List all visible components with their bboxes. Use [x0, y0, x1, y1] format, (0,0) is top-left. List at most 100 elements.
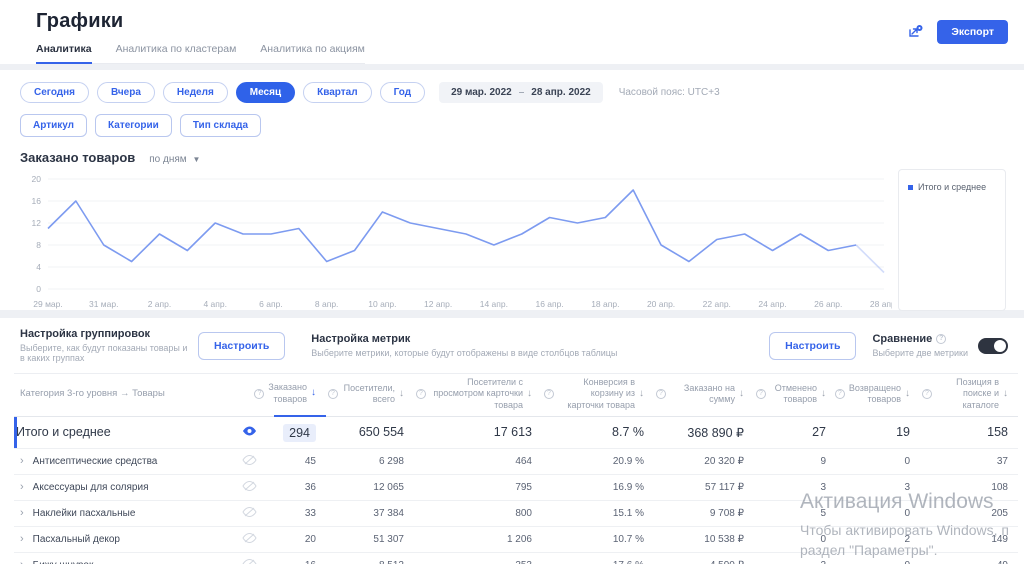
visibility-off-icon[interactable]	[232, 448, 274, 475]
configure-groupings-button[interactable]: Настроить	[198, 331, 286, 360]
svg-text:4: 4	[36, 262, 41, 272]
configure-metrics-button[interactable]: Настроить	[769, 331, 857, 360]
svg-text:4 апр.: 4 апр.	[203, 299, 227, 309]
export-button[interactable]: Экспорт	[937, 20, 1008, 44]
table-panel: Настройка группировок Выберите, как буду…	[0, 318, 1024, 564]
line-chart: 0 4 8 12 16 20 29 мар. 31 мар. 2 апр. 4 апр. 6 апр…	[32, 174, 892, 309]
chart-panel: Сегодня Вчера Неделя Месяц Квартал Год 2…	[0, 70, 1024, 311]
svg-text:0: 0	[36, 284, 41, 294]
row-value: 37 384	[326, 500, 414, 527]
row-value: 149	[920, 526, 1018, 553]
chart-header: Заказано товаров по дням ▼	[20, 150, 1008, 165]
svg-text:20 апр.: 20 апр.	[647, 299, 675, 309]
row-value: 464	[414, 448, 542, 475]
table-row: › Аксессуары для солярия 36 12 065 795 16.9 %…	[14, 474, 1018, 501]
column-info-icon[interactable]: ?	[328, 388, 338, 399]
row-expand-icon[interactable]: ›	[20, 481, 24, 494]
column-info-icon[interactable]: ?	[656, 388, 666, 399]
row-expand-icon[interactable]: ›	[20, 533, 24, 546]
column-info-icon[interactable]: ?	[922, 388, 932, 399]
svg-text:20: 20	[32, 174, 42, 184]
column-header-metric[interactable]: ? Конверсия в корзину из карточки товара ↓	[542, 373, 654, 417]
page-title: Графики	[36, 10, 124, 32]
visibility-on-icon[interactable]	[232, 416, 274, 449]
filter-categories-button[interactable]: Категории	[95, 114, 172, 137]
svg-text:8 апр.: 8 апр.	[315, 299, 339, 309]
groupings-title: Настройка группировок	[20, 328, 151, 340]
sort-desc-icon[interactable]: ↓	[739, 387, 744, 399]
period-quarter-button[interactable]: Квартал	[303, 82, 372, 103]
row-value: 795	[414, 474, 542, 501]
column-header-metric[interactable]: ? Отменено товаров ↓	[754, 373, 836, 417]
dimension-filter-row: Артикул Категории Тип склада	[20, 114, 1008, 137]
visibility-off-icon[interactable]	[232, 474, 274, 501]
table-row: › Бижу шнурок 168 51235317.6 %4 590 ₽2049	[14, 552, 1018, 564]
column-info-icon[interactable]: ?	[756, 388, 766, 399]
row-label: Аксессуары для солярия	[32, 482, 149, 494]
svg-text:31 мар.: 31 мар.	[89, 299, 118, 309]
row-value: 16	[274, 552, 326, 564]
visibility-off-icon[interactable]	[232, 500, 274, 527]
legend-marker-icon	[908, 184, 913, 190]
table-header-row: Категория 3-го уровня → Товары ? Заказано …	[14, 373, 1018, 418]
date-separator: –	[518, 87, 525, 98]
grouping-value: по дням	[149, 154, 187, 165]
sort-desc-icon[interactable]: ↓	[821, 387, 826, 399]
filter-sku-button[interactable]: Артикул	[20, 114, 88, 137]
period-month-button[interactable]: Месяц	[235, 82, 296, 103]
row-value: 15.1 %	[542, 500, 654, 527]
totals-value: 650 554	[326, 416, 414, 449]
row-value: 1 206	[414, 526, 542, 553]
sort-desc-icon[interactable]: ↓	[1003, 387, 1008, 399]
grouping-dropdown[interactable]: по дням ▼	[149, 154, 200, 165]
tab-bar: Аналитика Аналитика по кластерам Аналити…	[36, 43, 365, 64]
row-value: 9	[754, 448, 836, 475]
tab-analytics[interactable]: Аналитика	[36, 43, 92, 64]
comparison-title: Сравнение ?	[872, 333, 968, 345]
column-header-visibility	[232, 373, 274, 417]
svg-text:2 апр.: 2 апр.	[148, 299, 172, 309]
column-header-metric[interactable]: ? Заказано на сумму ↓	[654, 373, 754, 417]
column-info-icon[interactable]: ?	[416, 388, 426, 399]
row-expand-icon[interactable]: ›	[20, 559, 24, 564]
sort-desc-icon[interactable]: ↓	[905, 387, 910, 399]
toggle-knob	[994, 339, 1006, 352]
period-yesterday-button[interactable]: Вчера	[97, 82, 155, 103]
visibility-off-icon[interactable]	[232, 552, 274, 564]
row-value: 51 307	[326, 526, 414, 553]
help-icon[interactable]: ?	[936, 334, 947, 344]
column-header-metric[interactable]: ? Заказано товаров ↓	[254, 373, 326, 418]
totals-value: 27	[754, 416, 836, 449]
totals-value: 8.7 %	[542, 416, 654, 449]
column-info-icon[interactable]: ?	[544, 388, 554, 399]
date-range-picker[interactable]: 29 мар. 2022 – 28 апр. 2022	[439, 82, 603, 103]
column-header-metric[interactable]: ? Посетители, всего ↓	[326, 373, 414, 417]
svg-text:28 апр.: 28 апр.	[870, 299, 892, 309]
column-header-metric[interactable]: ? Позиция в поиске и каталоге ↓	[920, 373, 1018, 417]
column-info-icon[interactable]: ?	[834, 388, 845, 399]
tab-cluster-analytics[interactable]: Аналитика по кластерам	[115, 43, 237, 55]
column-info-icon[interactable]: ?	[254, 388, 265, 399]
export-history-icon[interactable]	[905, 22, 925, 42]
sort-desc-icon[interactable]: ↓	[399, 387, 404, 399]
tab-promo-analytics[interactable]: Аналитика по акциям	[260, 43, 365, 55]
row-value: 2	[754, 552, 836, 564]
sort-desc-icon[interactable]: ↓	[527, 387, 532, 399]
row-label: Пасхальный декор	[32, 534, 120, 546]
svg-text:22 апр.: 22 апр.	[703, 299, 731, 309]
column-header-metric[interactable]: ? Возвращено товаров ↓	[834, 373, 920, 417]
column-header-metric[interactable]: ? Посетители с просмотром карточки товара…	[414, 373, 542, 417]
totals-value: 368 890 ₽	[654, 416, 754, 449]
visibility-off-icon[interactable]	[232, 526, 274, 553]
row-expand-icon[interactable]: ›	[20, 507, 24, 520]
row-expand-icon[interactable]: ›	[20, 455, 24, 468]
sort-desc-icon[interactable]: ↓	[639, 387, 644, 399]
sort-desc-icon[interactable]: ↓	[311, 387, 316, 399]
comparison-toggle[interactable]	[978, 337, 1008, 354]
legend-item[interactable]: Итого и среднее	[908, 182, 996, 192]
filter-warehouse-type-button[interactable]: Тип склада	[179, 114, 262, 137]
row-value: 10.7 %	[542, 526, 654, 553]
period-today-button[interactable]: Сегодня	[20, 82, 90, 103]
period-week-button[interactable]: Неделя	[162, 82, 228, 103]
period-year-button[interactable]: Год	[379, 82, 426, 103]
